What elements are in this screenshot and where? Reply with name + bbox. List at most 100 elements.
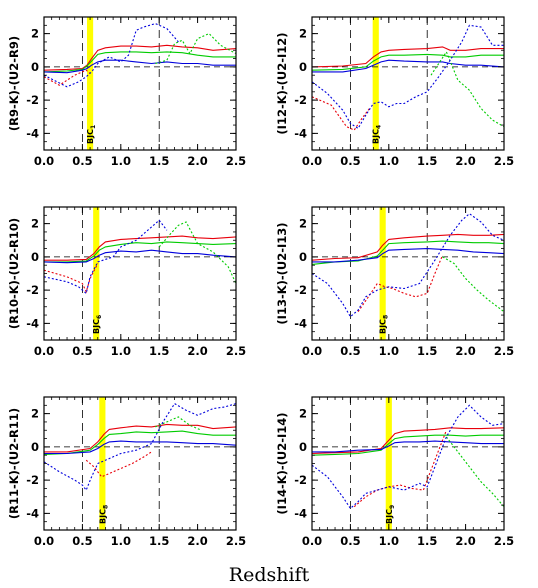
series-line-green-dotted <box>430 50 504 128</box>
series-group <box>44 402 236 492</box>
series-line-red-solid <box>312 427 504 455</box>
x-tick-label: 1.0 <box>111 534 131 548</box>
x-tick-label: 1.5 <box>149 344 169 358</box>
y-tick-label: -2 <box>294 93 307 107</box>
series-line-blue-dotted <box>312 213 504 318</box>
series-line-red-dotted <box>44 263 99 294</box>
x-tick-label: 1.5 <box>417 154 437 168</box>
y-tick-label: -2 <box>294 473 307 487</box>
series-group <box>312 404 504 510</box>
y-tick-label: -4 <box>26 316 39 330</box>
panel-1: 0.0 0.5 1.0 1.5 2.0 2.5 -4 -2 0 2 (R9-K)-(U2-R9) BJ… <box>7 16 246 168</box>
band-label-subscript: 4 <box>376 125 383 129</box>
y-tick-label: 2 <box>299 407 307 421</box>
y-tick-label: -2 <box>26 93 39 107</box>
x-tick-label: 2.5 <box>226 534 246 548</box>
highlight-band <box>379 207 386 340</box>
series-line-blue-solid <box>312 59 504 73</box>
series-line-green-solid <box>312 434 504 456</box>
panels-group: 0.0 0.5 1.0 1.5 2.0 2.5 -4 -2 0 2 (R9-K)-(U2-R9) BJ… <box>7 16 514 548</box>
y-axis-label: (I12-K)-(U2-I12) <box>275 32 289 134</box>
x-tick-label: 1.0 <box>379 534 399 548</box>
y-tick-label: -4 <box>294 126 307 140</box>
y-tick-label: 2 <box>299 27 307 41</box>
series-line-green-solid <box>44 430 236 455</box>
x-tick-label: 0.5 <box>340 534 360 548</box>
x-tick-label: 2.0 <box>455 344 475 358</box>
band-label-subscript: 8 <box>383 315 390 319</box>
y-tick-label: 2 <box>299 217 307 231</box>
plot-frame <box>43 206 237 341</box>
series-line-green-dotted <box>442 256 504 313</box>
x-tick-label: 1.0 <box>111 154 131 168</box>
series-line-red-solid <box>44 423 236 453</box>
x-tick-label: 1.5 <box>149 534 169 548</box>
series-line-green-solid <box>312 240 504 265</box>
band-label: BJC9 <box>385 505 396 524</box>
highlight-band <box>87 17 94 150</box>
x-tick-label: 0.5 <box>72 534 92 548</box>
series-group <box>44 23 236 88</box>
y-tick-label: 0 <box>299 250 307 264</box>
band-label: BJC8 <box>98 505 109 524</box>
series-line-blue-dotted <box>312 404 504 510</box>
y-tick-label: 0 <box>31 60 39 74</box>
x-tick-label: 2.5 <box>494 534 514 548</box>
x-tick-label: 0.0 <box>34 534 54 548</box>
series-line-blue-solid <box>312 248 504 263</box>
plot-frame <box>311 206 505 341</box>
panel-6: 0.0 0.5 1.0 1.5 2.0 2.5 -4 -2 0 2 (I14-K)-(U2-I14)… <box>275 396 514 548</box>
x-tick-label: 0.0 <box>34 154 54 168</box>
band-label-text: BJC <box>385 509 394 524</box>
series-group <box>312 213 504 318</box>
x-tick-label: 1.0 <box>379 154 399 168</box>
series-line-green-solid <box>44 51 236 73</box>
series-line-blue-solid <box>312 440 504 453</box>
y-tick-label: 0 <box>299 60 307 74</box>
y-tick-label: -4 <box>26 506 39 520</box>
band-label-text: BJC <box>379 319 388 334</box>
x-tick-label: 1.0 <box>379 344 399 358</box>
band-label-text: BJC <box>372 129 381 144</box>
plot-frame <box>43 16 237 151</box>
y-tick-label: -4 <box>26 126 39 140</box>
y-tick-label: 0 <box>299 440 307 454</box>
series-line-green-dotted <box>155 416 202 431</box>
y-tick-label: -4 <box>294 316 307 330</box>
x-tick-label: 2.5 <box>226 344 246 358</box>
highlight-band <box>372 17 379 150</box>
series-line-red-dotted <box>312 96 371 131</box>
y-axis-label: (R11-K)-(U2-R11) <box>7 408 21 519</box>
series-line-blue-solid <box>44 440 236 455</box>
series-line-red-dotted <box>357 254 444 313</box>
x-tick-label: 2.0 <box>455 154 475 168</box>
series-line-red-solid <box>44 235 236 261</box>
y-tick-label: -4 <box>294 506 307 520</box>
series-group <box>312 24 504 131</box>
series-line-blue-dotted <box>312 24 504 130</box>
x-tick-label: 0.5 <box>72 154 92 168</box>
x-tick-label: 0.0 <box>302 344 322 358</box>
band-label-text: BJC <box>86 129 95 144</box>
band-label-subscript: 6 <box>96 315 103 319</box>
y-axis-label: (I13-K)-(U2-I13) <box>275 222 289 324</box>
band-label-subscript: 1 <box>90 125 97 129</box>
y-tick-label: 0 <box>31 250 39 264</box>
x-tick-label: 2.5 <box>226 154 246 168</box>
series-line-red-solid <box>44 44 236 71</box>
x-tick-label: 1.5 <box>149 154 169 168</box>
y-axis-label: (R9-K)-(U2-R9) <box>7 36 21 131</box>
x-tick-label: 1.5 <box>417 534 437 548</box>
series-line-blue-dotted <box>44 23 179 88</box>
series-group <box>44 219 236 295</box>
highlight-band <box>93 207 100 340</box>
series-line-green-dotted <box>155 32 236 65</box>
x-tick-label: 2.0 <box>187 534 207 548</box>
band-label-subscript: 8 <box>102 505 109 509</box>
panel-4: 0.0 0.5 1.0 1.5 2.0 2.5 -4 -2 0 2 (I13-K)-(U2-I13)… <box>275 206 514 358</box>
y-tick-label: 0 <box>31 440 39 454</box>
x-tick-label: 1.0 <box>111 344 131 358</box>
x-tick-label: 0.5 <box>340 154 360 168</box>
panel-5: 0.0 0.5 1.0 1.5 2.0 2.5 -4 -2 0 2 (R11-K)-(U2-R11)… <box>7 396 246 548</box>
